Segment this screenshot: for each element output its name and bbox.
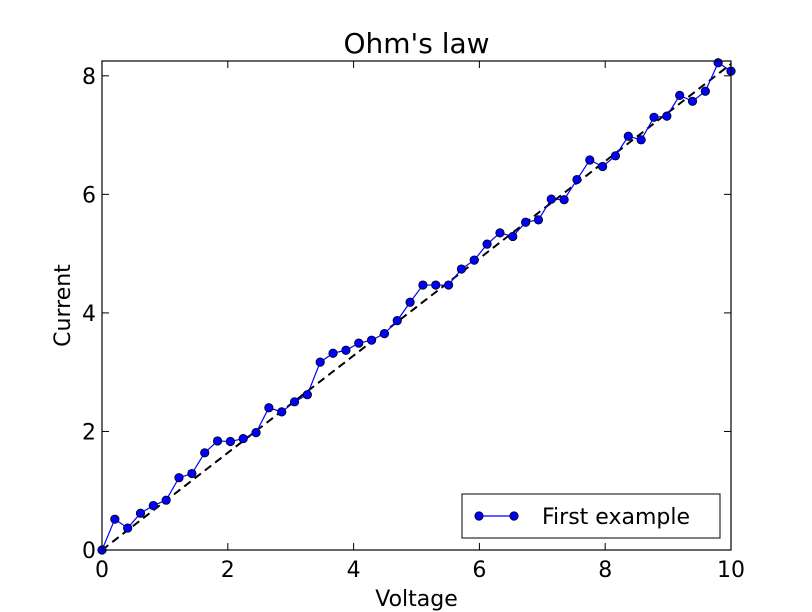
data-point: [521, 217, 531, 227]
data-point: [135, 508, 146, 518]
data-point: [225, 436, 235, 447]
data-point: [495, 228, 505, 238]
data-point: [354, 338, 364, 348]
data-point: [700, 86, 710, 96]
data-point: [649, 112, 659, 122]
data-point: [431, 280, 441, 290]
y-tick-label: 4: [82, 302, 96, 327]
plot-area: 0 2 4 6 8 10 0 2 4 6 8: [82, 58, 745, 583]
data-point: [379, 329, 390, 339]
data-point: [123, 523, 133, 533]
data-point: [482, 239, 492, 249]
data-point: [572, 174, 582, 185]
data-point: [598, 161, 608, 172]
legend-marker: [474, 511, 484, 521]
data-point: [610, 151, 621, 161]
axes-frame: [101, 60, 732, 551]
data-point: [366, 335, 377, 345]
y-tick-label: 0: [82, 539, 96, 564]
data-point: [264, 403, 274, 413]
data-point: [636, 135, 646, 145]
y-tick-label: 2: [82, 420, 96, 445]
data-point: [238, 433, 248, 444]
data-point: [585, 155, 595, 165]
data-point: [713, 58, 723, 68]
x-tick-label: 2: [221, 558, 235, 583]
x-tick-label: 0: [95, 558, 109, 583]
data-point: [546, 194, 556, 204]
x-axis-label: Voltage: [375, 587, 458, 612]
data-point: [559, 195, 569, 205]
y-axis-label: Current: [51, 264, 76, 347]
data-point: [251, 428, 261, 438]
x-tick-label: 6: [472, 558, 486, 583]
fit-line: [102, 63, 731, 550]
data-point: [110, 514, 120, 524]
data-point: [533, 215, 544, 225]
x-tick-label: 4: [347, 558, 361, 583]
data-point: [315, 357, 325, 367]
data-point: [341, 345, 351, 355]
data-point: [405, 297, 415, 307]
data-point: [392, 316, 402, 326]
series-first-example: [97, 58, 736, 555]
data-point: [456, 264, 467, 274]
data-point: [174, 473, 184, 483]
data-point: [212, 436, 223, 446]
data-point: [508, 231, 518, 242]
data-point: [675, 90, 685, 100]
data-point: [469, 255, 479, 265]
x-tick-label: 10: [717, 558, 745, 583]
data-point: [418, 280, 428, 290]
data-point: [200, 448, 210, 458]
data-point: [687, 96, 698, 106]
legend: First example: [461, 493, 721, 539]
data-point: [328, 348, 338, 358]
data-point: [148, 500, 158, 511]
x-tick-label: 8: [598, 558, 612, 583]
data-point: [662, 111, 672, 121]
data-point: [161, 495, 171, 505]
data-point: [623, 131, 633, 141]
chart-title: Ohm's law: [343, 27, 489, 60]
data-point: [289, 397, 300, 407]
legend-marker: [509, 511, 519, 521]
data-point: [302, 390, 312, 400]
y-tick-label: 6: [82, 183, 96, 208]
y-tick-label: 8: [82, 65, 96, 90]
data-point: [277, 407, 287, 417]
data-point: [443, 280, 454, 290]
legend-label: First example: [542, 505, 690, 530]
data-point: [187, 468, 197, 479]
